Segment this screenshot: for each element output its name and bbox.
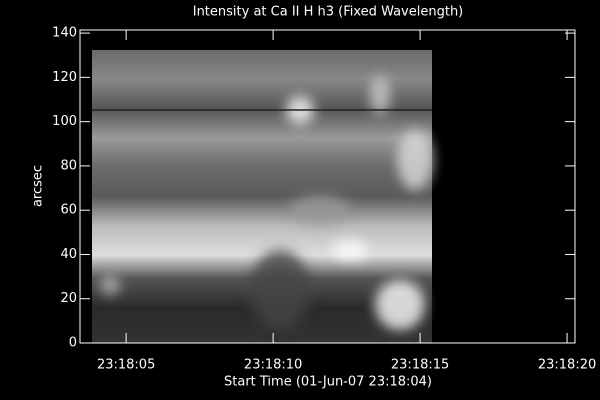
y-tick-label: 40 xyxy=(60,247,77,262)
x-tick-label: 23:18:10 xyxy=(244,358,302,373)
y-axis-label: arcsec xyxy=(31,165,46,207)
x-tick-label: 23:18:20 xyxy=(538,358,596,373)
y-tick-label: 120 xyxy=(52,70,77,85)
y-tick-label: 100 xyxy=(52,114,77,129)
y-tick-label: 80 xyxy=(60,158,77,173)
x-tick-label: 23:18:05 xyxy=(97,358,155,373)
y-tick-label: 20 xyxy=(60,291,77,306)
y-tick-label: 140 xyxy=(52,26,77,41)
intensity-image xyxy=(92,50,433,343)
y-tick-label: 60 xyxy=(60,203,77,218)
y-tick-label: 0 xyxy=(69,336,77,351)
x-axis-label: Start Time (01-Jun-07 23:18:04) xyxy=(224,375,432,390)
plot-frame xyxy=(79,29,576,344)
x-tick-label: 23:18:15 xyxy=(391,358,449,373)
chart-title: Intensity at Ca II H h3 (Fixed Wavelengt… xyxy=(193,5,464,20)
